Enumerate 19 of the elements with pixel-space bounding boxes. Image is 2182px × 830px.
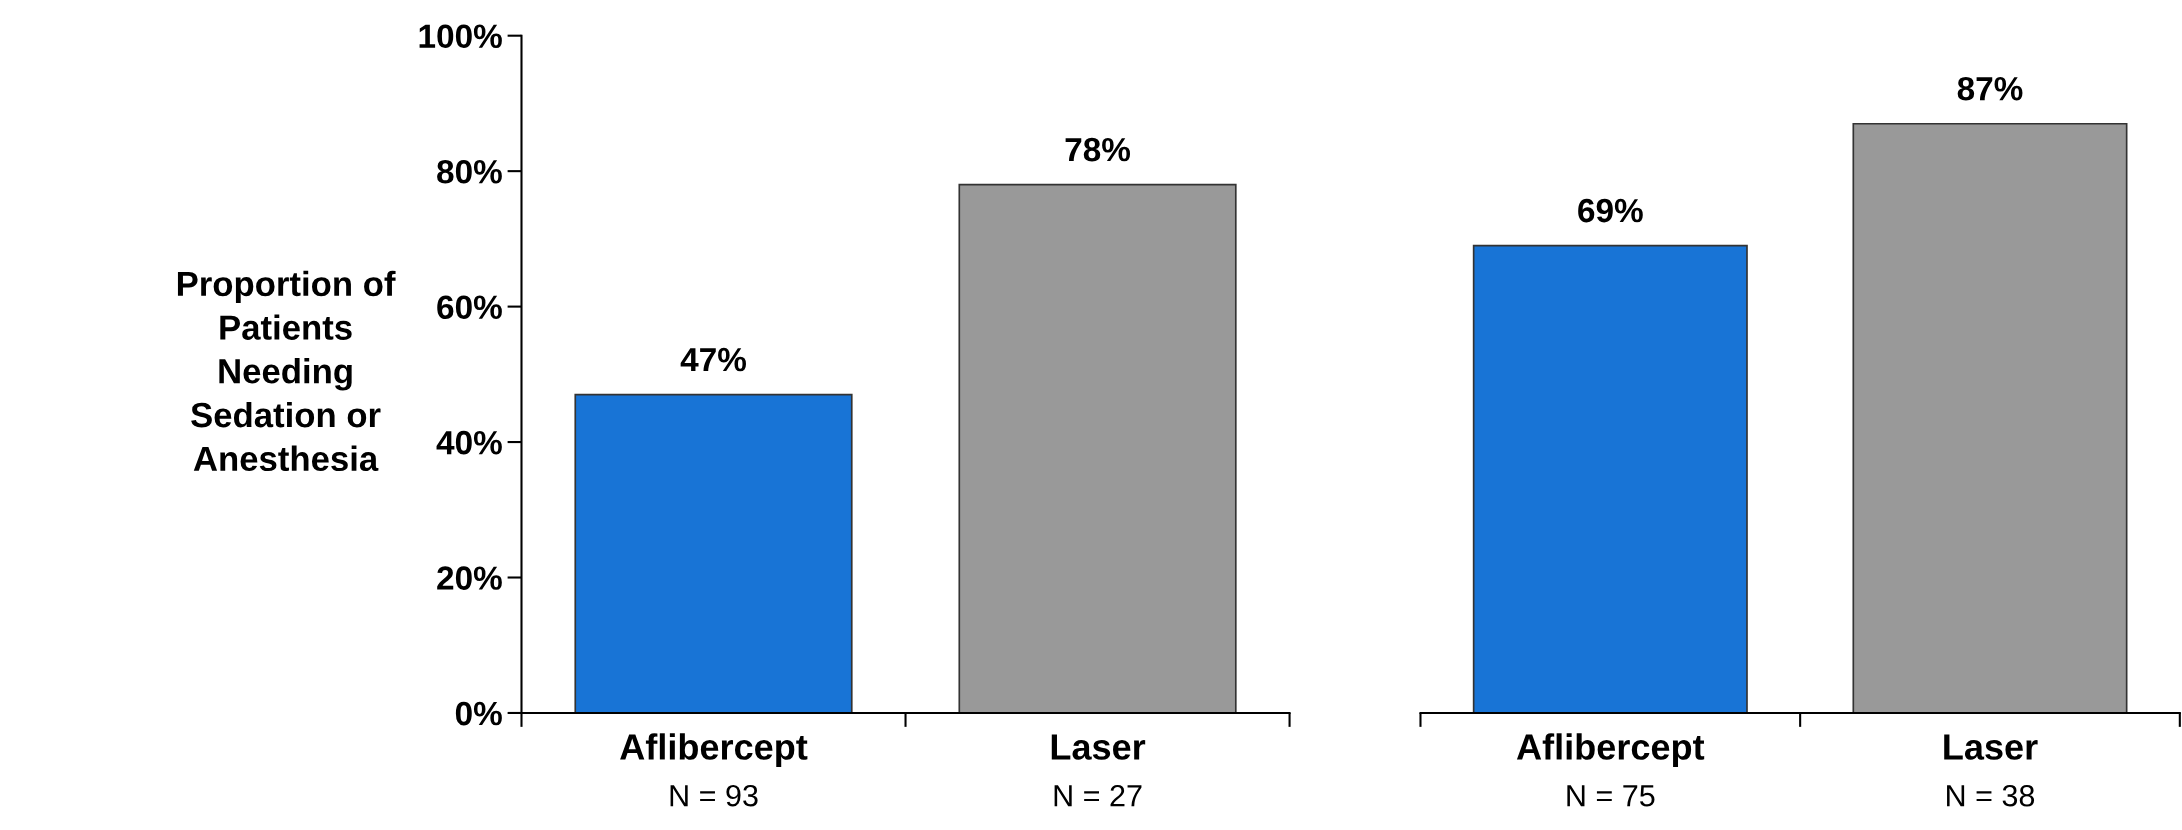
y-tick-label: 100%	[419, 24, 502, 49]
text: N = 75	[1567, 785, 1655, 807]
data-label: 87%	[1957, 76, 2023, 101]
y-tick-label: 0%	[455, 701, 502, 726]
x-tick-label: Laser	[1944, 734, 2038, 760]
y-tick-label: 60%	[437, 295, 502, 320]
y-tick-label: 40%	[436, 430, 502, 455]
data-label: 47%	[680, 347, 746, 372]
y-tick-label: 80%	[437, 159, 502, 184]
text: N = 38	[1947, 784, 2035, 807]
text: N = 93	[670, 784, 758, 807]
x-tick-label: Aflibercept	[620, 733, 808, 767]
x-tick-label: Aflibercept	[1516, 733, 1705, 767]
y-axis-title: Proportion of Patients Needing Sedation or Anesthesia	[177, 270, 396, 472]
text: N = 27	[1054, 784, 1142, 807]
x-tick-label: Laser	[1051, 734, 1146, 760]
data-label: 78%	[1065, 137, 1131, 162]
y-tick-label: 20%	[437, 566, 502, 590]
data-label: 69%	[1578, 198, 1643, 223]
